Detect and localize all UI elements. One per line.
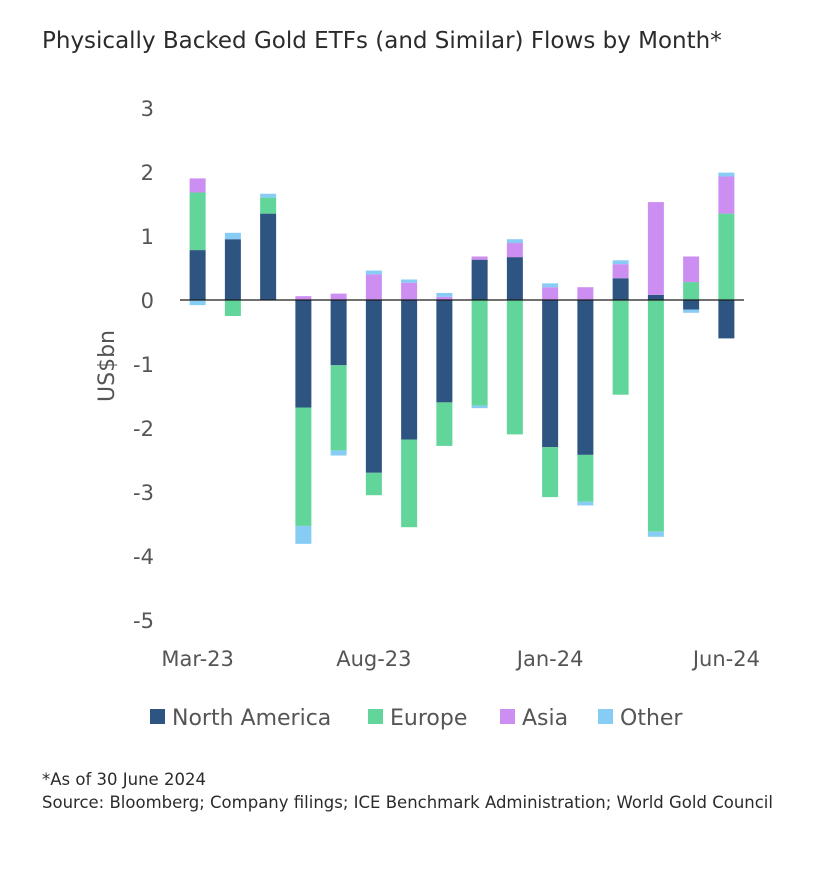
x-tick-label: Jun-24 bbox=[691, 647, 760, 671]
bar-north-america-sep-23 bbox=[401, 300, 418, 440]
legend-label-europe: Europe bbox=[390, 706, 467, 731]
y-tick-label: 0 bbox=[141, 289, 154, 313]
bar-other-feb-24 bbox=[577, 501, 594, 506]
bar-other-mar-24 bbox=[612, 260, 629, 265]
bar-europe-oct-23 bbox=[436, 402, 453, 446]
bar-north-america-nov-23 bbox=[471, 259, 488, 300]
bar-asia-jul-23 bbox=[330, 293, 347, 300]
y-tick-label: 2 bbox=[141, 161, 154, 185]
footnote-source: Source: Bloomberg; Company filings; ICE … bbox=[42, 793, 773, 812]
bar-asia-jun-23 bbox=[295, 296, 312, 300]
bar-other-jan-24 bbox=[542, 283, 559, 288]
legend-label-asia: Asia bbox=[522, 706, 568, 731]
bar-asia-mar-23 bbox=[189, 178, 206, 193]
bar-north-america-dec-23 bbox=[506, 257, 523, 300]
bar-other-jul-23 bbox=[330, 450, 347, 456]
bar-asia-nov-23 bbox=[471, 256, 488, 260]
bar-europe-apr-24 bbox=[647, 300, 664, 532]
y-tick-label: -4 bbox=[133, 545, 154, 569]
y-axis-title: US$bn bbox=[95, 330, 120, 402]
y-tick-label: -2 bbox=[133, 417, 154, 441]
bar-europe-jun-24 bbox=[718, 213, 735, 300]
legend-label-other: Other bbox=[620, 706, 683, 731]
bar-other-aug-23 bbox=[365, 270, 382, 275]
bar-europe-aug-23 bbox=[365, 472, 382, 496]
legend-swatch-north-america bbox=[150, 709, 165, 724]
bar-other-oct-23 bbox=[436, 292, 453, 297]
x-axis-ticks: Mar-23 Aug-23 Jan-24 Jun-24 bbox=[161, 647, 760, 671]
bar-europe-mar-24 bbox=[612, 300, 629, 395]
bar-other-may-23 bbox=[260, 193, 277, 198]
bar-north-america-jan-24 bbox=[542, 300, 559, 448]
x-tick-label: Jan-24 bbox=[515, 647, 584, 671]
bars bbox=[189, 172, 735, 544]
bar-other-jun-24 bbox=[718, 172, 735, 177]
bar-asia-aug-23 bbox=[365, 274, 382, 300]
legend-label-north-america: North America bbox=[172, 706, 331, 731]
legend-swatch-asia bbox=[500, 709, 515, 724]
bar-europe-may-23 bbox=[260, 197, 277, 214]
bar-europe-dec-23 bbox=[506, 300, 523, 435]
bar-asia-feb-24 bbox=[577, 287, 594, 300]
bar-other-dec-23 bbox=[506, 239, 523, 244]
bar-north-america-apr-23 bbox=[224, 239, 241, 300]
bar-europe-jan-24 bbox=[542, 447, 559, 498]
x-tick-label: Aug-23 bbox=[336, 647, 411, 671]
bar-europe-sep-23 bbox=[401, 439, 418, 528]
bar-other-apr-24 bbox=[647, 531, 664, 537]
bar-asia-oct-23 bbox=[436, 296, 453, 300]
bar-north-america-may-23 bbox=[260, 213, 277, 300]
y-tick-label: -5 bbox=[133, 609, 154, 633]
bar-north-america-mar-24 bbox=[612, 278, 629, 300]
bar-north-america-jun-24 bbox=[718, 300, 735, 339]
bar-other-may-24 bbox=[683, 309, 700, 313]
y-tick-label: 3 bbox=[141, 97, 154, 121]
bar-north-america-apr-24 bbox=[647, 294, 664, 300]
bar-asia-dec-23 bbox=[506, 243, 523, 258]
bar-asia-sep-23 bbox=[401, 282, 418, 300]
bar-north-america-jul-23 bbox=[330, 300, 347, 366]
bar-other-nov-23 bbox=[471, 405, 488, 409]
y-tick-label: -3 bbox=[133, 481, 154, 505]
bar-europe-jun-23 bbox=[295, 407, 312, 526]
chart-title: Physically Backed Gold ETFs (and Similar… bbox=[42, 28, 722, 54]
legend-swatch-other bbox=[598, 709, 613, 724]
footnote-asof: *As of 30 June 2024 bbox=[42, 770, 206, 789]
bar-north-america-aug-23 bbox=[365, 300, 382, 473]
bar-north-america-oct-23 bbox=[436, 300, 453, 403]
bar-north-america-may-24 bbox=[683, 300, 700, 310]
legend-swatch-europe bbox=[368, 709, 383, 724]
bar-asia-mar-24 bbox=[612, 264, 629, 279]
bar-europe-jul-23 bbox=[330, 365, 347, 451]
legend: North America Europe Asia Other bbox=[150, 706, 683, 731]
y-tick-label: -1 bbox=[133, 353, 154, 377]
bar-asia-apr-24 bbox=[647, 202, 664, 295]
bar-asia-may-24 bbox=[683, 256, 700, 283]
bar-europe-mar-23 bbox=[189, 192, 206, 251]
bar-north-america-feb-24 bbox=[577, 300, 594, 455]
bar-asia-jan-24 bbox=[542, 287, 559, 300]
bar-other-jun-23 bbox=[295, 525, 312, 544]
y-tick-label: 1 bbox=[141, 225, 154, 249]
y-axis-ticks: 3 2 1 0 -1 -2 -3 -4 -5 bbox=[133, 97, 154, 633]
bar-other-mar-23 bbox=[189, 300, 206, 306]
bar-asia-jun-24 bbox=[718, 176, 735, 214]
x-tick-label: Mar-23 bbox=[161, 647, 234, 671]
bar-north-america-mar-23 bbox=[189, 250, 206, 300]
bar-europe-nov-23 bbox=[471, 300, 488, 406]
bar-europe-apr-23 bbox=[224, 300, 241, 316]
bar-other-apr-23 bbox=[224, 232, 241, 240]
bar-europe-feb-24 bbox=[577, 454, 594, 502]
footnote: *As of 30 June 2024 Source: Bloomberg; C… bbox=[42, 768, 802, 814]
bar-other-sep-23 bbox=[401, 279, 418, 283]
bar-north-america-jun-23 bbox=[295, 300, 312, 408]
bar-europe-may-24 bbox=[683, 282, 700, 300]
